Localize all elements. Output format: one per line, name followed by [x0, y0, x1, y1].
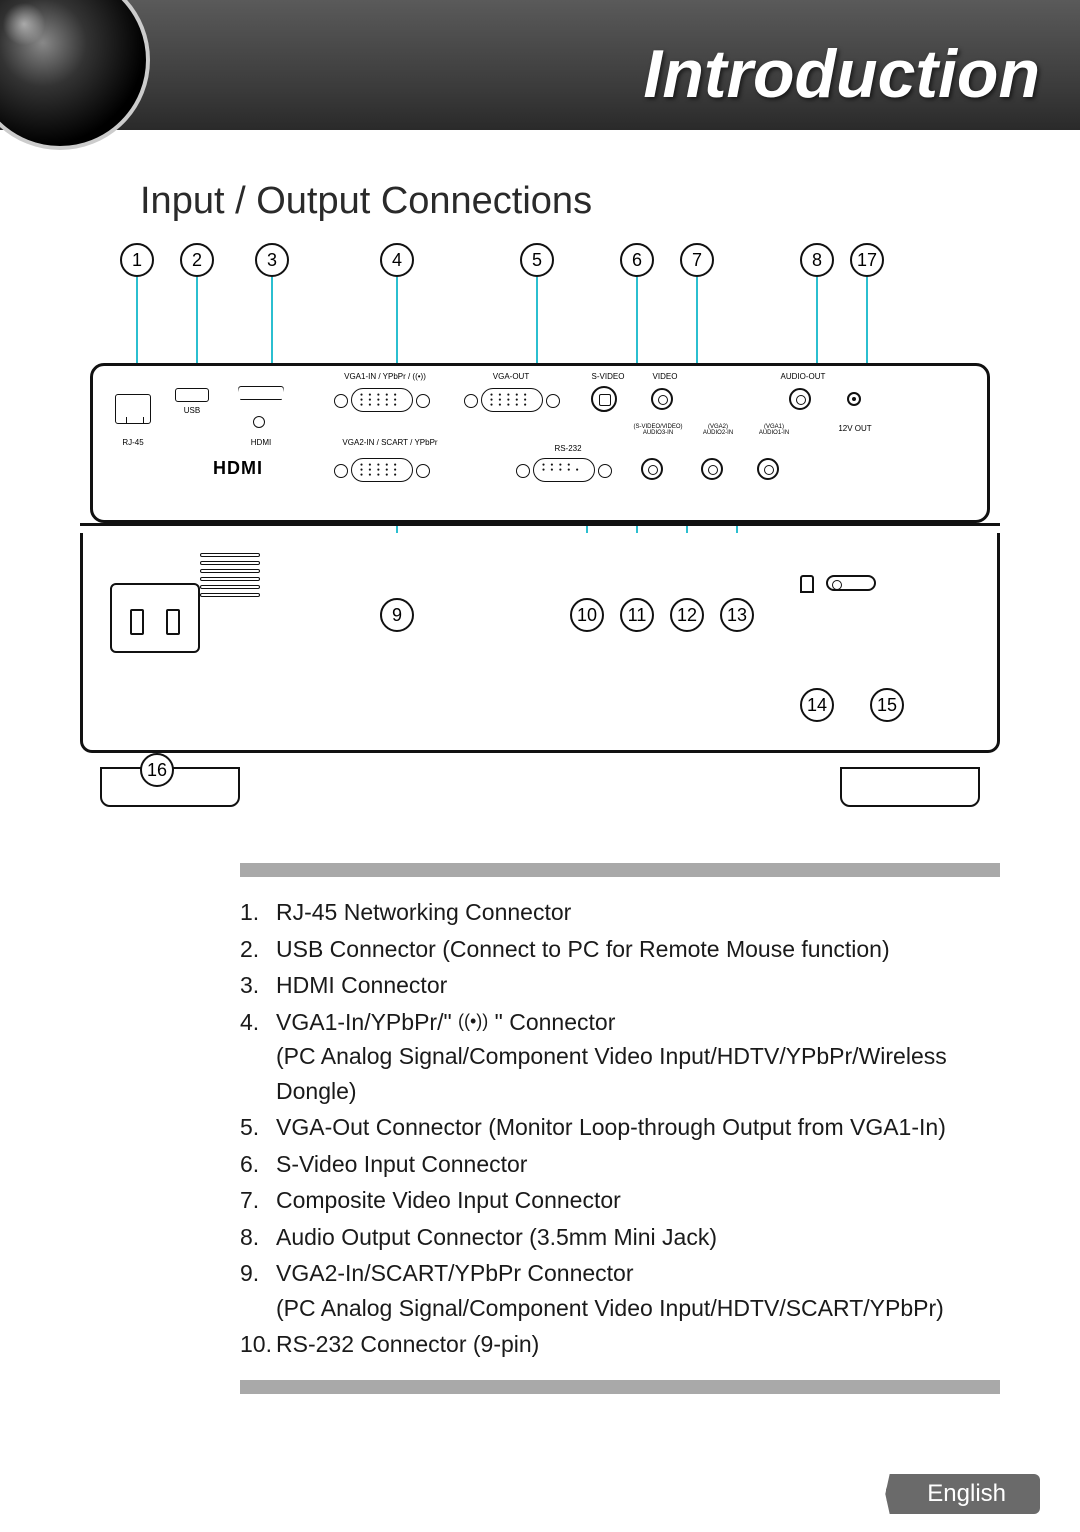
vga1-in-port: ● ● ● ● ●● ● ● ● ●● ● ● ● ●: [351, 388, 413, 412]
callout-15: 15: [870, 688, 904, 722]
callout-4: 4: [380, 243, 414, 277]
audio-out-port: [789, 388, 811, 410]
label-audio2: (VGA2) AUDIO2-IN: [693, 424, 743, 436]
list-item: 7.Composite Video Input Connector: [240, 1183, 1000, 1218]
list-item-text: VGA2-In/SCART/YPbPr Connector(PC Analog …: [276, 1256, 1000, 1325]
svideo-port: [591, 386, 617, 412]
list-item-number: 4.: [240, 1005, 276, 1109]
label-vga1in: VGA1-IN / YPbPr / ((•)): [325, 372, 445, 381]
callout-14: 14: [800, 688, 834, 722]
list-item: 10.RS-232 Connector (9-pin): [240, 1327, 1000, 1362]
list-item: 1.RJ-45 Networking Connector: [240, 895, 1000, 930]
audio2-port: [701, 458, 723, 480]
divider-bar-top: [240, 863, 1000, 877]
callout-13: 13: [720, 598, 754, 632]
hdmi-screw: [253, 416, 265, 428]
vga2-in-port: ● ● ● ● ●● ● ● ● ●● ● ● ● ●: [351, 458, 413, 482]
label-12v: 12V OUT: [835, 424, 875, 433]
list-item-text: USB Connector (Connect to PC for Remote …: [276, 932, 1000, 967]
list-item: 4.VGA1-In/YPbPr/" ((•)) " Connector(PC A…: [240, 1005, 1000, 1109]
kensington-lock-icon: [800, 575, 814, 593]
list-item-number: 5.: [240, 1110, 276, 1145]
label-video: VIDEO: [645, 372, 685, 381]
label-usb: USB: [175, 406, 209, 415]
list-item-number: 2.: [240, 932, 276, 967]
list-item-number: 3.: [240, 968, 276, 1003]
rj45-port: [115, 394, 151, 424]
video-port: [651, 388, 673, 410]
label-svideo: S-VIDEO: [583, 372, 633, 381]
security-bar-slot: [826, 575, 876, 591]
security-area: [800, 573, 960, 613]
callout-1: 1: [120, 243, 154, 277]
callout-7: 7: [680, 243, 714, 277]
label-rj45: RJ-45: [113, 438, 153, 447]
label-vgaout: VGA-OUT: [481, 372, 541, 381]
callout-5: 5: [520, 243, 554, 277]
rs232-port: ● ● ● ●● ● ● ● ●: [533, 458, 595, 482]
label-audioout: AUDIO-OUT: [773, 372, 833, 381]
usb-port: [175, 388, 209, 402]
list-item: 9.VGA2-In/SCART/YPbPr Connector(PC Analo…: [240, 1256, 1000, 1325]
list-item-text: VGA-Out Connector (Monitor Loop-through …: [276, 1110, 1000, 1145]
label-audio3: (S-VIDEO/VIDEO) AUDIO3-IN: [623, 424, 693, 436]
footer: 9 English: [885, 1474, 1040, 1514]
content-block: 1.RJ-45 Networking Connector2.USB Connec…: [240, 863, 1000, 1394]
io-diagram: RJ-45 USB HDMI VGA1-IN / YPbPr / ((•)) ●…: [80, 243, 1000, 803]
callout-11: 11: [620, 598, 654, 632]
v12-port: [847, 392, 861, 406]
list-item-number: 1.: [240, 895, 276, 930]
audio1-port: [757, 458, 779, 480]
chassis-edge: [80, 523, 1000, 526]
page-title: Introduction: [643, 35, 1040, 113]
rear-panel: RJ-45 USB HDMI VGA1-IN / YPbPr / ((•)) ●…: [90, 363, 990, 523]
list-item-text: VGA1-In/YPbPr/" ((•)) " Connector(PC Ana…: [276, 1005, 1000, 1109]
callout-17: 17: [850, 243, 884, 277]
list-item: 3.HDMI Connector: [240, 968, 1000, 1003]
list-item-text: Audio Output Connector (3.5mm Mini Jack): [276, 1220, 1000, 1255]
list-item-number: 8.: [240, 1220, 276, 1255]
label-hdmi: HDMI: [235, 438, 287, 447]
label-vga2in: VGA2-IN / SCART / YPbPr: [325, 438, 455, 447]
audio3-port: [641, 458, 663, 480]
callout-3: 3: [255, 243, 289, 277]
hdmi-logo: HDMI: [213, 458, 263, 479]
lens-decoration: [0, 0, 150, 150]
callout-16: 16: [140, 753, 174, 787]
list-item-text: S-Video Input Connector: [276, 1147, 1000, 1182]
section-title: Input / Output Connections: [140, 180, 1040, 223]
list-item: 2.USB Connector (Connect to PC for Remot…: [240, 932, 1000, 967]
language-tab: English: [903, 1474, 1040, 1514]
callout-12: 12: [670, 598, 704, 632]
callout-2: 2: [180, 243, 214, 277]
page-body: Input / Output Connections RJ-45 USB HDM…: [0, 140, 1080, 1532]
list-item: 6.S-Video Input Connector: [240, 1147, 1000, 1182]
vga-out-port: ● ● ● ● ●● ● ● ● ●● ● ● ● ●: [481, 388, 543, 412]
list-item-text: HDMI Connector: [276, 968, 1000, 1003]
callout-9: 9: [380, 598, 414, 632]
chassis-foot-right: [840, 767, 980, 807]
header-band: Introduction: [0, 0, 1080, 130]
list-item-text: RS-232 Connector (9-pin): [276, 1327, 1000, 1362]
label-audio1: (VGA1) AUDIO1-IN: [749, 424, 799, 436]
callout-8: 8: [800, 243, 834, 277]
callout-10: 10: [570, 598, 604, 632]
list-item-text: RJ-45 Networking Connector: [276, 895, 1000, 930]
list-item: 5.VGA-Out Connector (Monitor Loop-throug…: [240, 1110, 1000, 1145]
power-socket: [110, 583, 200, 653]
wireless-icon: ((•)): [458, 1008, 488, 1035]
callout-6: 6: [620, 243, 654, 277]
list-item: 8.Audio Output Connector (3.5mm Mini Jac…: [240, 1220, 1000, 1255]
vent-grille: [200, 553, 260, 601]
hdmi-port: [238, 386, 284, 400]
list-item-number: 10.: [240, 1327, 276, 1362]
label-rs232: RS-232: [543, 444, 593, 453]
connector-list: 1.RJ-45 Networking Connector2.USB Connec…: [240, 895, 1000, 1362]
list-item-number: 7.: [240, 1183, 276, 1218]
list-item-number: 6.: [240, 1147, 276, 1182]
list-item-number: 9.: [240, 1256, 276, 1325]
list-item-text: Composite Video Input Connector: [276, 1183, 1000, 1218]
divider-bar-bottom: [240, 1380, 1000, 1394]
